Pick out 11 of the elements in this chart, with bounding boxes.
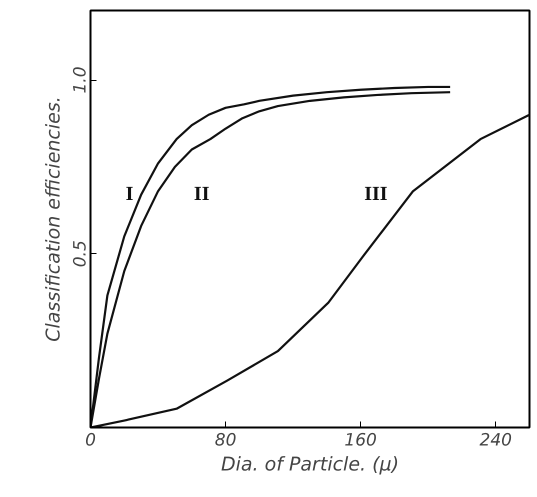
series-label: II <box>194 182 210 205</box>
x-tick-label: 240 <box>480 430 512 450</box>
y-tick-label: 0.5 <box>70 240 90 268</box>
x-tick-label: 0 <box>85 430 96 450</box>
series-label: III <box>364 182 388 205</box>
series-label: I <box>126 182 134 205</box>
x-tick-label: 160 <box>344 430 377 450</box>
y-tick-label: 1.0 <box>70 66 90 94</box>
y-axis-title: Classification efficiencies. <box>42 96 64 342</box>
x-axis-title: Dia. of Particle. (μ) <box>220 454 400 476</box>
x-tick-label: 80 <box>214 430 236 450</box>
